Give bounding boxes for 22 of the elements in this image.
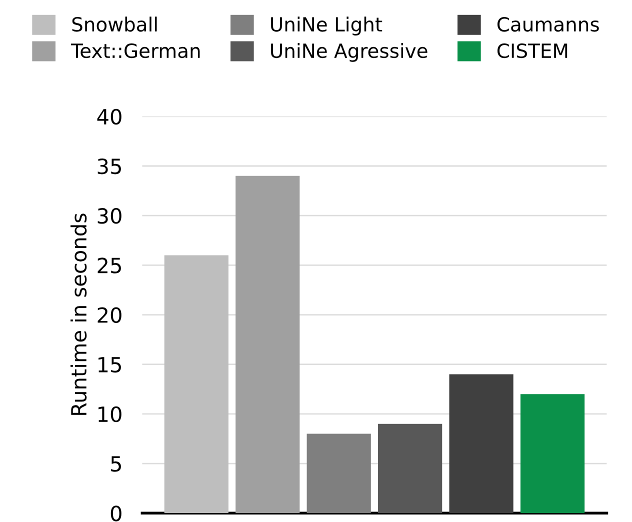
y-axis-title: Runtime in seconds xyxy=(70,214,87,415)
legend-label: Text::German xyxy=(70,43,200,58)
y-tick-label: 10 xyxy=(98,406,122,422)
bar xyxy=(520,394,585,514)
y-tick-label: 20 xyxy=(98,307,122,323)
y-tick-label: 0 xyxy=(110,506,122,522)
legend-label: UniNe Light xyxy=(271,16,382,36)
y-tick-label: 25 xyxy=(98,258,121,274)
bar xyxy=(306,434,371,514)
y-tick-label: 15 xyxy=(98,357,121,373)
y-tick-label: 30 xyxy=(98,208,122,224)
bar xyxy=(449,374,514,514)
legend-label: Caumanns xyxy=(497,16,599,32)
y-tick-label: 35 xyxy=(98,158,121,174)
legend-label: UniNe Agressive xyxy=(271,43,428,62)
bar xyxy=(164,255,228,514)
legend-label: Snowball xyxy=(72,16,157,32)
bar xyxy=(378,424,442,514)
y-tick-label: 5 xyxy=(111,456,121,472)
bar xyxy=(236,176,300,514)
legend-label: CISTEM xyxy=(497,43,568,58)
y-tick-label: 40 xyxy=(97,108,122,125)
